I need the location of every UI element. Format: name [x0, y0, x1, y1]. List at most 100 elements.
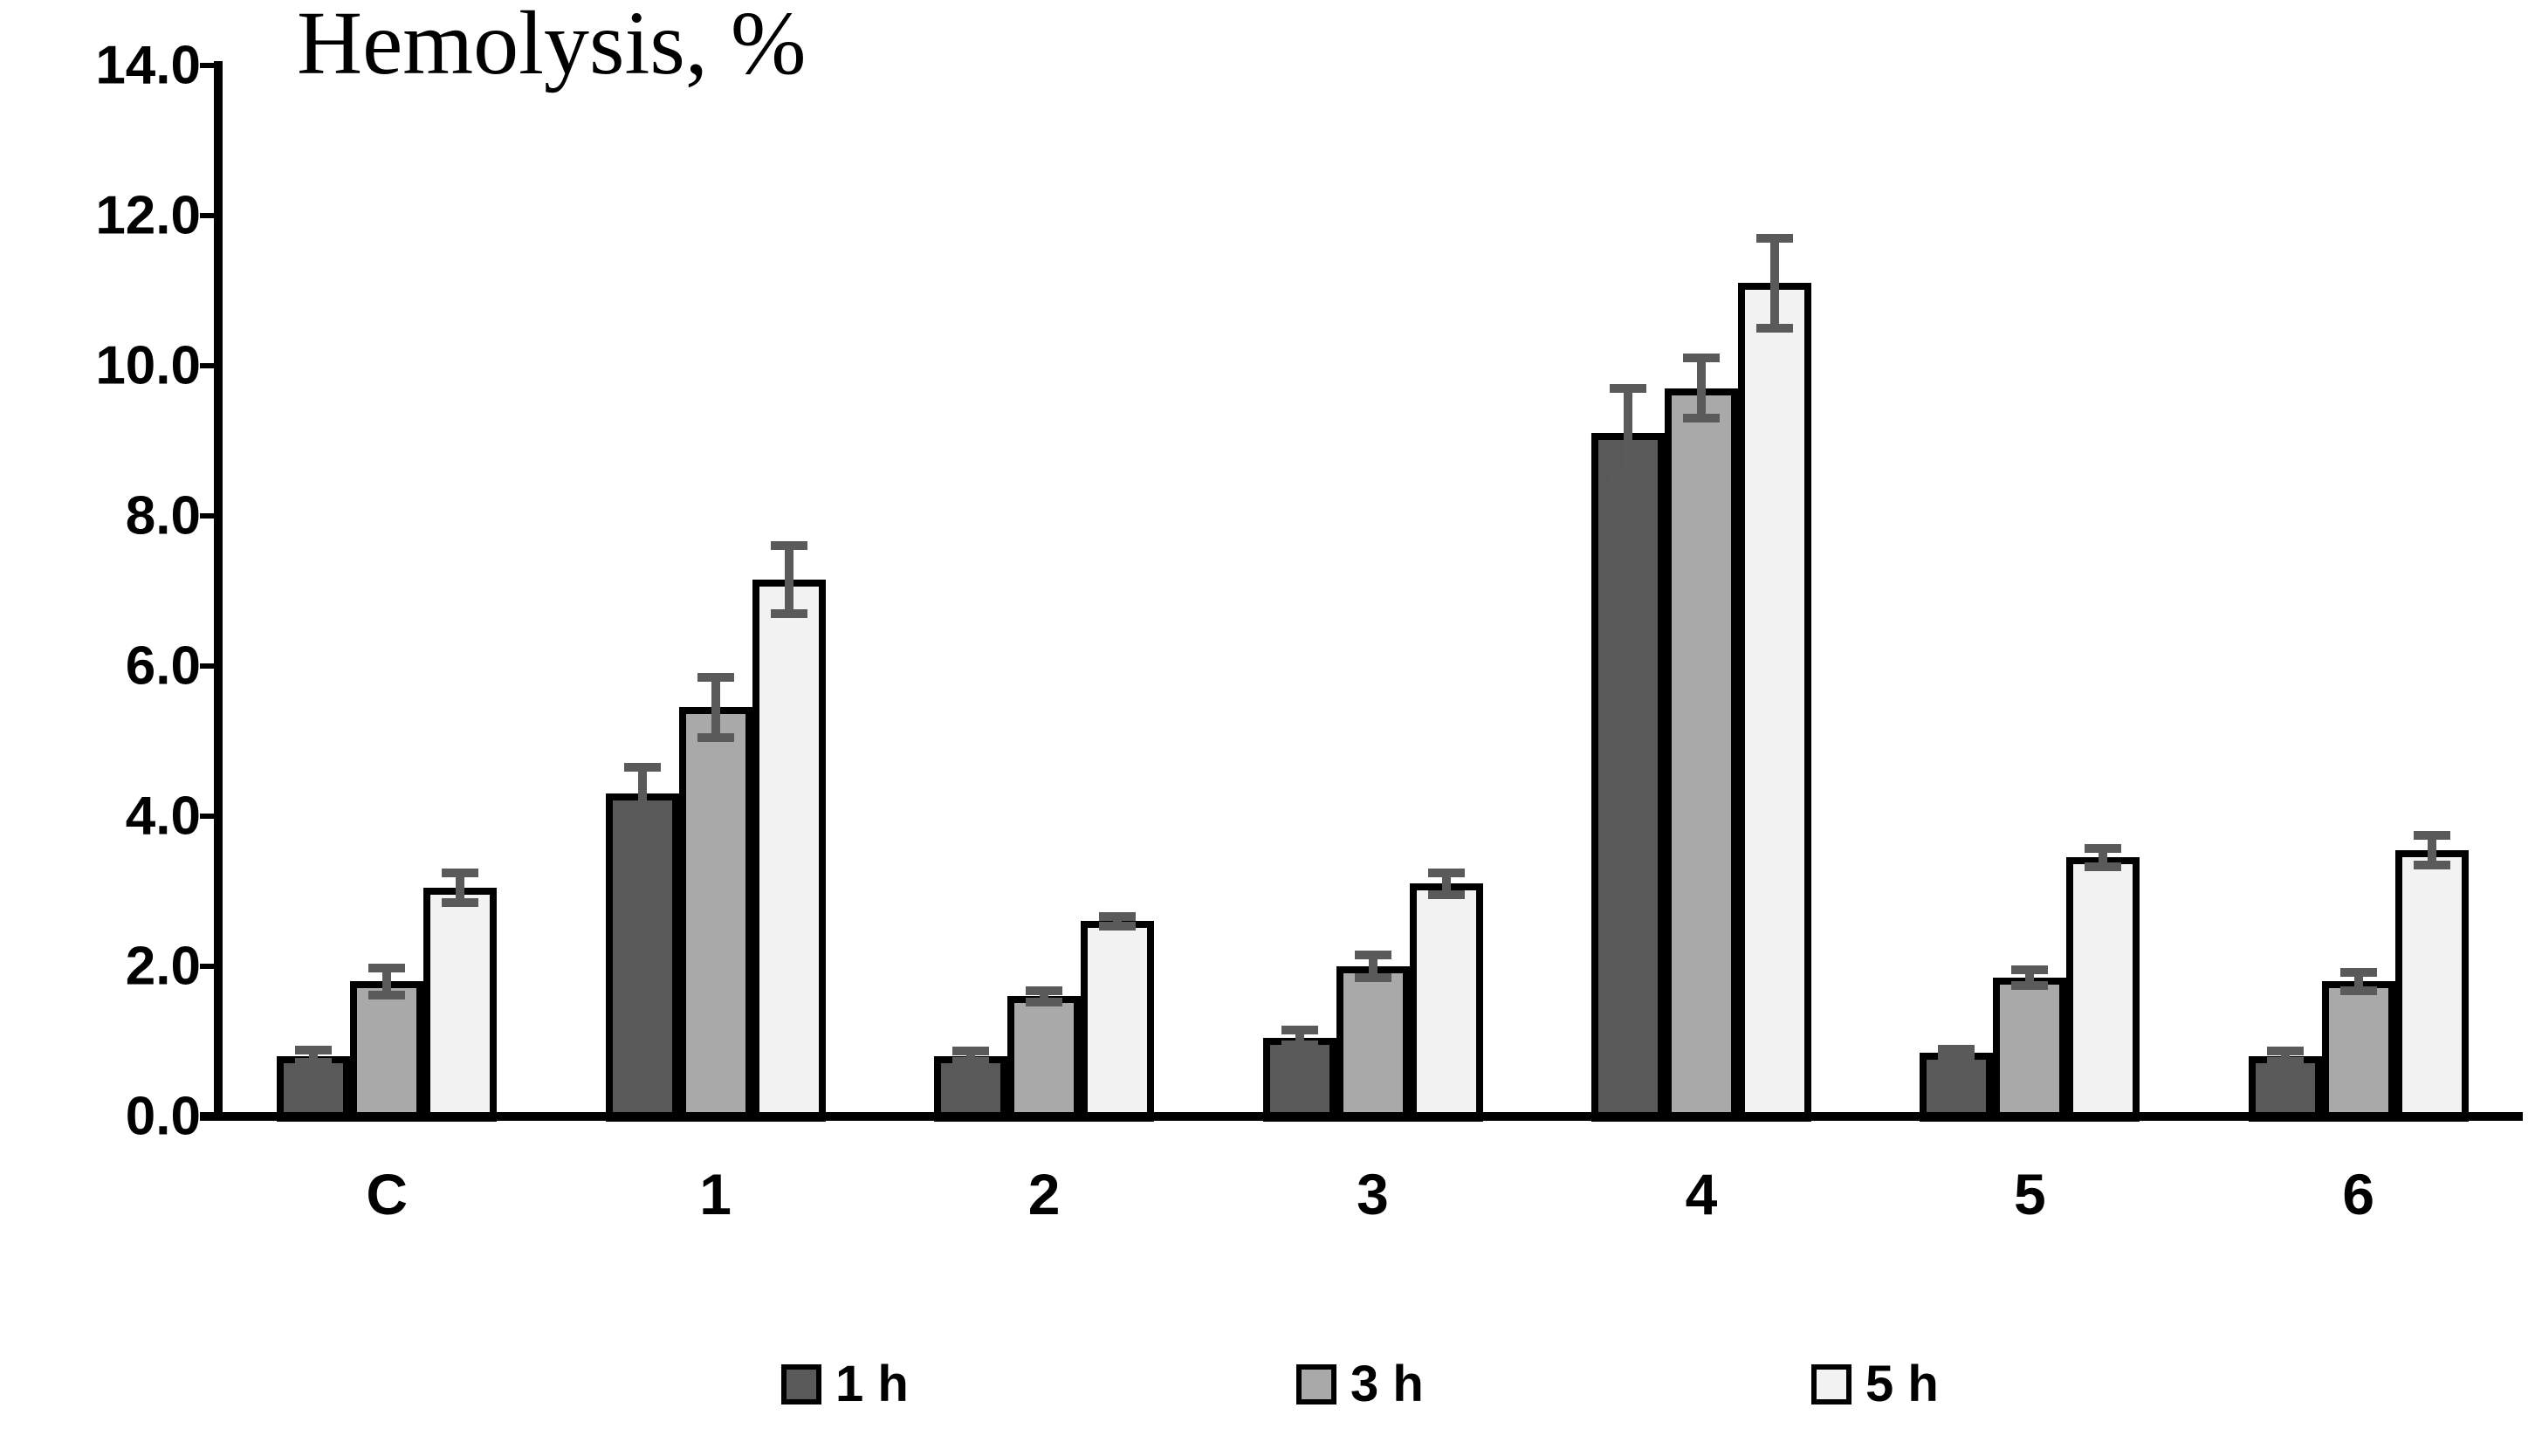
- error-bar-cap-top: [1281, 1026, 1318, 1035]
- error-bar-cap-top: [1099, 912, 1137, 922]
- error-bar-cap-bottom: [1026, 998, 1063, 1007]
- error-bar-line: [1040, 990, 1049, 1003]
- error-bar-cap-top: [2339, 967, 2377, 977]
- error-bar-cap-top: [1755, 233, 1793, 243]
- error-bar-cap-top: [623, 763, 661, 773]
- error-bar-line: [784, 546, 793, 614]
- x-category-label-2: 2: [1027, 1162, 1061, 1226]
- error-bar-cap-bottom: [2266, 1057, 2304, 1067]
- x-category-label-5: 5: [2013, 1162, 2046, 1226]
- error-bar-cap-bottom: [1354, 972, 1391, 982]
- y-tick: [200, 663, 223, 669]
- error-bar-cap-bottom: [770, 608, 807, 618]
- error-bar-cap-bottom: [1682, 414, 1720, 423]
- error-bar-cap-bottom: [697, 732, 734, 742]
- y-tick-label: 12.0: [95, 185, 201, 246]
- y-tick: [200, 513, 223, 519]
- error-bar-line: [1295, 1030, 1304, 1046]
- bar-3h-C: [350, 981, 424, 1122]
- error-bar-line: [711, 676, 720, 738]
- error-bar-cap-top: [952, 1047, 990, 1056]
- error-bar-cap-top: [2011, 965, 2049, 975]
- error-bar-cap-bottom: [1099, 921, 1137, 931]
- error-bar-line: [309, 1050, 319, 1063]
- y-tick: [200, 363, 223, 368]
- error-bar-cap-bottom: [2085, 862, 2122, 871]
- y-tick: [200, 964, 223, 969]
- x-category-label-4: 4: [1685, 1162, 1718, 1226]
- bar-5h-3: [1409, 883, 1483, 1122]
- error-bar-cap-top: [1938, 1044, 1975, 1054]
- error-bar-line: [2353, 972, 2363, 991]
- error-bar-cap-top: [295, 1046, 333, 1055]
- error-bar-cap-bottom: [1938, 1052, 1975, 1061]
- x-axis-line: [200, 1112, 2523, 1121]
- error-bar-cap-bottom: [1427, 890, 1465, 900]
- y-axis-line: [214, 61, 223, 1121]
- y-tick: [200, 814, 223, 819]
- y-tick-label: 6.0: [125, 635, 201, 697]
- error-bar-cap-bottom: [1755, 324, 1793, 333]
- x-category-label-3: 3: [1357, 1162, 1389, 1226]
- error-bar-line: [1368, 955, 1377, 978]
- error-bar-line: [1696, 358, 1706, 419]
- x-category-label-1: 1: [699, 1162, 732, 1226]
- bar-3h-1: [678, 707, 752, 1122]
- x-category-label-C: C: [366, 1162, 409, 1226]
- y-tick-label: 4.0: [125, 786, 201, 847]
- error-bar-cap-top: [1682, 354, 1720, 363]
- error-bar-cap-bottom: [1281, 1040, 1318, 1050]
- error-bar-line: [1769, 237, 1779, 328]
- error-bar-cap-top: [2085, 843, 2122, 853]
- bar-5h-C: [423, 887, 498, 1122]
- bar-3h-2: [1007, 996, 1082, 1122]
- error-bar-line: [1441, 872, 1451, 896]
- bar-5h-2: [1081, 921, 1155, 1122]
- error-bar-line: [2427, 834, 2436, 865]
- error-bar-line: [2280, 1051, 2290, 1062]
- error-bar-line: [966, 1051, 976, 1062]
- bar-1h-1: [605, 793, 679, 1122]
- error-bar-cap-bottom: [2413, 860, 2450, 869]
- error-bar-cap-top: [1609, 383, 1646, 393]
- bar-5h-6: [2394, 849, 2469, 1122]
- error-bar-cap-top: [2266, 1047, 2304, 1056]
- bar-5h-1: [752, 580, 826, 1122]
- error-bar-line: [1623, 388, 1632, 478]
- error-bar-cap-bottom: [623, 815, 661, 825]
- error-bar-cap-top: [368, 963, 406, 972]
- error-bar-cap-bottom: [1609, 474, 1646, 483]
- error-bar-cap-bottom: [442, 897, 479, 907]
- chart-title: Hemolysis, %: [297, 0, 807, 93]
- error-bar-line: [1113, 917, 1123, 926]
- error-bar-cap-bottom: [2011, 980, 2049, 990]
- bar-5h-5: [2066, 857, 2140, 1122]
- y-tick-label: 10.0: [95, 335, 201, 396]
- error-bar-cap-top: [1354, 951, 1391, 960]
- error-bar-cap-top: [2413, 830, 2450, 840]
- y-tick-label: 0.0: [125, 1086, 201, 1147]
- error-bar-cap-bottom: [368, 990, 406, 999]
- error-bar-cap-top: [1026, 986, 1063, 995]
- bar-5h-4: [1737, 283, 1811, 1122]
- error-bar-cap-bottom: [295, 1058, 333, 1068]
- error-bar-cap-bottom: [952, 1057, 990, 1067]
- y-tick-label: 14.0: [95, 35, 201, 96]
- bar-1h-3: [1262, 1037, 1336, 1122]
- error-bar-line: [456, 872, 465, 903]
- error-bar-cap-top: [697, 672, 734, 682]
- y-tick: [200, 63, 223, 68]
- bar-3h-3: [1336, 966, 1410, 1122]
- error-bar-cap-top: [442, 868, 479, 877]
- bar-3h-6: [2321, 981, 2395, 1122]
- error-bar-cap-top: [770, 541, 807, 551]
- y-tick-label: 2.0: [125, 936, 201, 997]
- error-bar-cap-bottom: [2339, 986, 2377, 995]
- error-bar-line: [637, 767, 647, 821]
- x-category-label-6: 6: [2342, 1162, 2375, 1226]
- bar-1h-4: [1590, 433, 1665, 1122]
- error-bar-line: [2099, 848, 2108, 867]
- bar-3h-4: [1664, 388, 1738, 1122]
